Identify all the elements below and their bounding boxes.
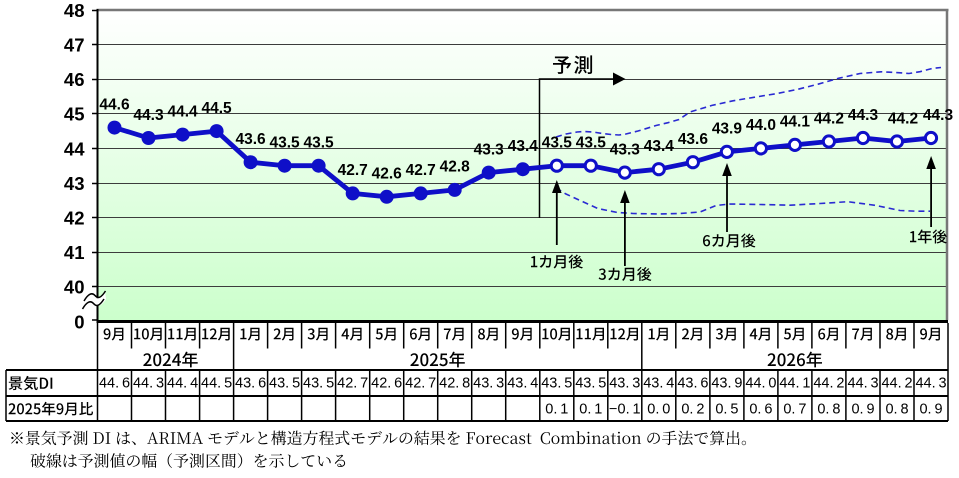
svg-text:41: 41 xyxy=(64,242,85,263)
svg-text:48: 48 xyxy=(64,0,85,21)
svg-text:0: 0 xyxy=(74,312,84,333)
svg-text:44. 3: 44. 3 xyxy=(847,376,878,392)
svg-text:0. 1: 0. 1 xyxy=(545,401,568,417)
svg-text:43. 3: 43. 3 xyxy=(473,376,504,392)
svg-text:42. 7: 42. 7 xyxy=(337,376,368,392)
svg-text:44. 2: 44. 2 xyxy=(881,376,912,392)
svg-text:0. 5: 0. 5 xyxy=(715,401,738,417)
svg-text:44. 3: 44. 3 xyxy=(133,376,164,392)
svg-text:44.3: 44.3 xyxy=(133,107,164,124)
svg-text:42.6: 42.6 xyxy=(372,166,403,183)
svg-text:43. 9: 43. 9 xyxy=(711,376,742,392)
svg-text:42. 6: 42. 6 xyxy=(371,376,402,392)
svg-text:−0. 1: −0. 1 xyxy=(609,401,641,417)
svg-text:44.3: 44.3 xyxy=(923,107,954,124)
svg-text:0. 6: 0. 6 xyxy=(749,401,772,417)
svg-text:43. 5: 43. 5 xyxy=(269,376,300,392)
svg-text:0. 8: 0. 8 xyxy=(817,401,840,417)
svg-text:43. 3: 43. 3 xyxy=(609,376,640,392)
svg-text:43. 5: 43. 5 xyxy=(541,376,572,392)
svg-text:43. 4: 43. 4 xyxy=(507,376,538,392)
svg-text:44.3: 44.3 xyxy=(848,107,879,124)
svg-text:43.6: 43.6 xyxy=(236,131,267,148)
svg-text:44. 2: 44. 2 xyxy=(813,376,844,392)
svg-text:0. 7: 0. 7 xyxy=(783,401,806,417)
svg-text:43.5: 43.5 xyxy=(270,135,301,152)
svg-text:42. 8: 42. 8 xyxy=(439,376,470,392)
svg-text:44.2: 44.2 xyxy=(888,110,918,127)
svg-text:43.5: 43.5 xyxy=(304,135,335,152)
svg-text:45: 45 xyxy=(64,104,85,125)
svg-text:42. 7: 42. 7 xyxy=(405,376,436,392)
svg-text:46: 46 xyxy=(64,69,85,90)
svg-text:0. 0: 0. 0 xyxy=(647,401,670,417)
svg-text:44. 3: 44. 3 xyxy=(915,376,946,392)
svg-text:44.5: 44.5 xyxy=(202,100,233,117)
svg-text:42.7: 42.7 xyxy=(338,162,368,179)
svg-text:0. 9: 0. 9 xyxy=(851,401,874,417)
svg-text:43.6: 43.6 xyxy=(678,131,709,148)
svg-text:47: 47 xyxy=(64,35,85,56)
svg-text:43: 43 xyxy=(64,173,85,194)
svg-text:40: 40 xyxy=(64,277,85,298)
svg-text:42.7: 42.7 xyxy=(406,162,436,179)
svg-text:43. 6: 43. 6 xyxy=(677,376,708,392)
svg-text:44.2: 44.2 xyxy=(814,110,844,127)
svg-text:43. 4: 43. 4 xyxy=(643,376,674,392)
svg-text:44: 44 xyxy=(64,138,85,159)
svg-text:43.9: 43.9 xyxy=(712,121,743,138)
svg-text:0. 1: 0. 1 xyxy=(579,401,602,417)
svg-text:0. 8: 0. 8 xyxy=(885,401,908,417)
svg-text:44. 5: 44. 5 xyxy=(201,376,232,392)
svg-text:44. 0: 44. 0 xyxy=(745,376,776,392)
svg-text:43. 5: 43. 5 xyxy=(575,376,606,392)
svg-text:0. 9: 0. 9 xyxy=(919,401,942,417)
svg-text:44. 6: 44. 6 xyxy=(99,376,130,392)
svg-text:43. 6: 43. 6 xyxy=(235,376,266,392)
svg-text:0. 2: 0. 2 xyxy=(681,401,704,417)
svg-text:43.4: 43.4 xyxy=(508,138,539,155)
svg-text:43.3: 43.3 xyxy=(474,141,505,158)
svg-text:44.6: 44.6 xyxy=(99,96,130,113)
svg-text:44.4: 44.4 xyxy=(168,103,199,120)
svg-text:42.8: 42.8 xyxy=(440,159,471,176)
svg-text:43.5: 43.5 xyxy=(576,135,607,152)
svg-text:44.0: 44.0 xyxy=(746,117,776,134)
svg-text:44.1: 44.1 xyxy=(780,114,811,131)
svg-text:42: 42 xyxy=(64,208,85,229)
svg-text:43.3: 43.3 xyxy=(610,141,641,158)
svg-text:43.4: 43.4 xyxy=(644,138,675,155)
svg-text:44. 1: 44. 1 xyxy=(779,376,810,392)
svg-text:43. 5: 43. 5 xyxy=(303,376,334,392)
svg-text:44. 4: 44. 4 xyxy=(167,376,198,392)
svg-text:43.5: 43.5 xyxy=(542,135,573,152)
